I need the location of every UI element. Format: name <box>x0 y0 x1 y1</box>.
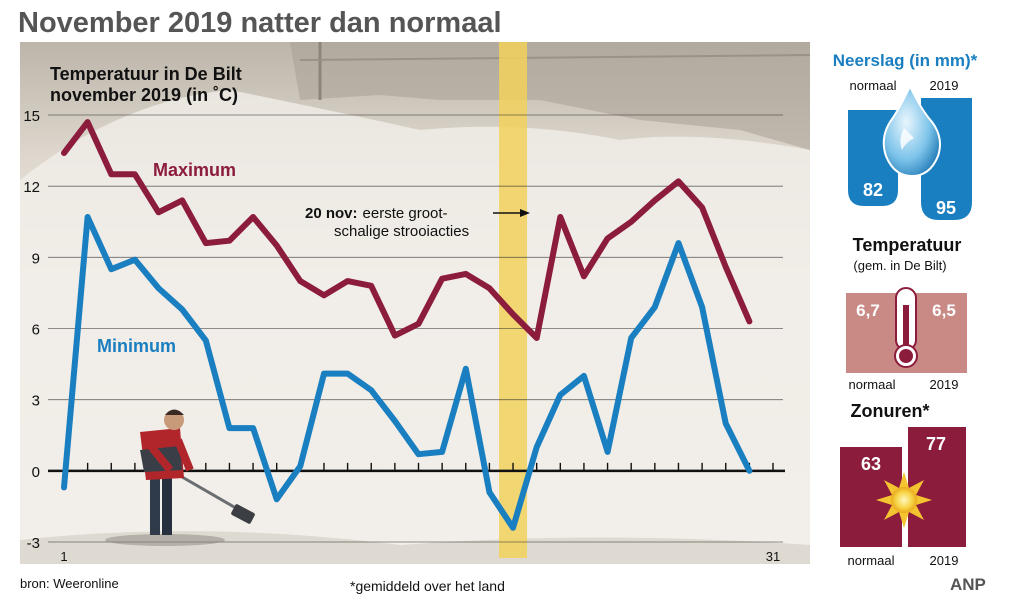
y-tick-label: 12 <box>23 179 40 196</box>
headline: November 2019 natter dan normaal <box>18 7 502 39</box>
background-photo <box>20 42 811 564</box>
y-tick-label: 6 <box>32 322 40 339</box>
y-tick-label: 9 <box>32 250 40 267</box>
x-tick-labels: 1 31 <box>60 549 780 564</box>
sun-panel: Zonuren* 63 77 normaal 2019 <box>840 401 966 568</box>
temp-normaal-label: normaal <box>849 377 896 392</box>
annotation-text-1: eerste groot- <box>363 205 448 222</box>
source-text: bron: Weeronline <box>20 576 119 591</box>
temp-subtitle: (gem. in De Bilt) <box>853 258 946 273</box>
worker-illustration <box>105 409 255 546</box>
temperature-panel: Temperatuur (gem. in De Bilt) 6,7 6,5 no… <box>846 235 967 392</box>
temp-title: Temperatuur <box>853 235 962 255</box>
y-tick-labels: -3 0 3 6 9 12 15 <box>23 108 40 552</box>
series-label-maximum: Maximum <box>153 160 236 180</box>
y-tick-label: 3 <box>32 393 40 410</box>
rain-year-label: 2019 <box>930 78 959 93</box>
temp-year-label: 2019 <box>930 377 959 392</box>
agency-logo: ANP <box>950 575 986 594</box>
series-label-minimum: Minimum <box>97 336 176 356</box>
footnote-text: *gemiddeld over het land <box>350 578 505 594</box>
rain-value-normaal: 82 <box>863 180 883 200</box>
water-drop-icon <box>882 83 941 178</box>
annotation-arrow-head <box>520 209 530 217</box>
temp-value-2019: 6,5 <box>932 301 956 320</box>
y-tick-label: 15 <box>23 108 40 125</box>
series-line-minimum <box>61 214 753 531</box>
sun-value-2019: 77 <box>926 434 946 454</box>
x-tick-label: 31 <box>766 549 780 564</box>
rain-value-2019: 95 <box>936 198 956 218</box>
annotation-line-2: schalige strooiacties <box>334 223 469 240</box>
temp-value-normaal: 6,7 <box>856 301 880 320</box>
sun-normaal-label: normaal <box>848 553 895 568</box>
chart-title-line-2: november 2019 (in ˚C) <box>50 85 238 105</box>
annotation: 20 nov: eerste groot- schalige strooiacti… <box>305 205 530 240</box>
series-line-maximum <box>61 119 753 341</box>
annotation-bold: 20 nov: <box>305 205 358 222</box>
sun-icon <box>876 472 932 528</box>
rain-normaal-label: normaal <box>850 78 897 93</box>
sun-value-normaal: 63 <box>861 454 881 474</box>
rain-panel: Neerslag (in mm)* normaal 2019 82 95 <box>833 51 978 220</box>
sun-title: Zonuren* <box>851 401 930 421</box>
series <box>61 119 753 531</box>
y-tick-label: 0 <box>32 464 40 481</box>
rain-title: Neerslag (in mm)* <box>833 51 978 70</box>
annotation-line-1: 20 nov: eerste groot- <box>305 205 448 222</box>
x-tick-label: 1 <box>60 549 67 564</box>
sun-year-label: 2019 <box>930 553 959 568</box>
chart-title-line-1: Temperatuur in De Bilt <box>50 64 242 84</box>
y-tick-label: -3 <box>27 535 40 552</box>
